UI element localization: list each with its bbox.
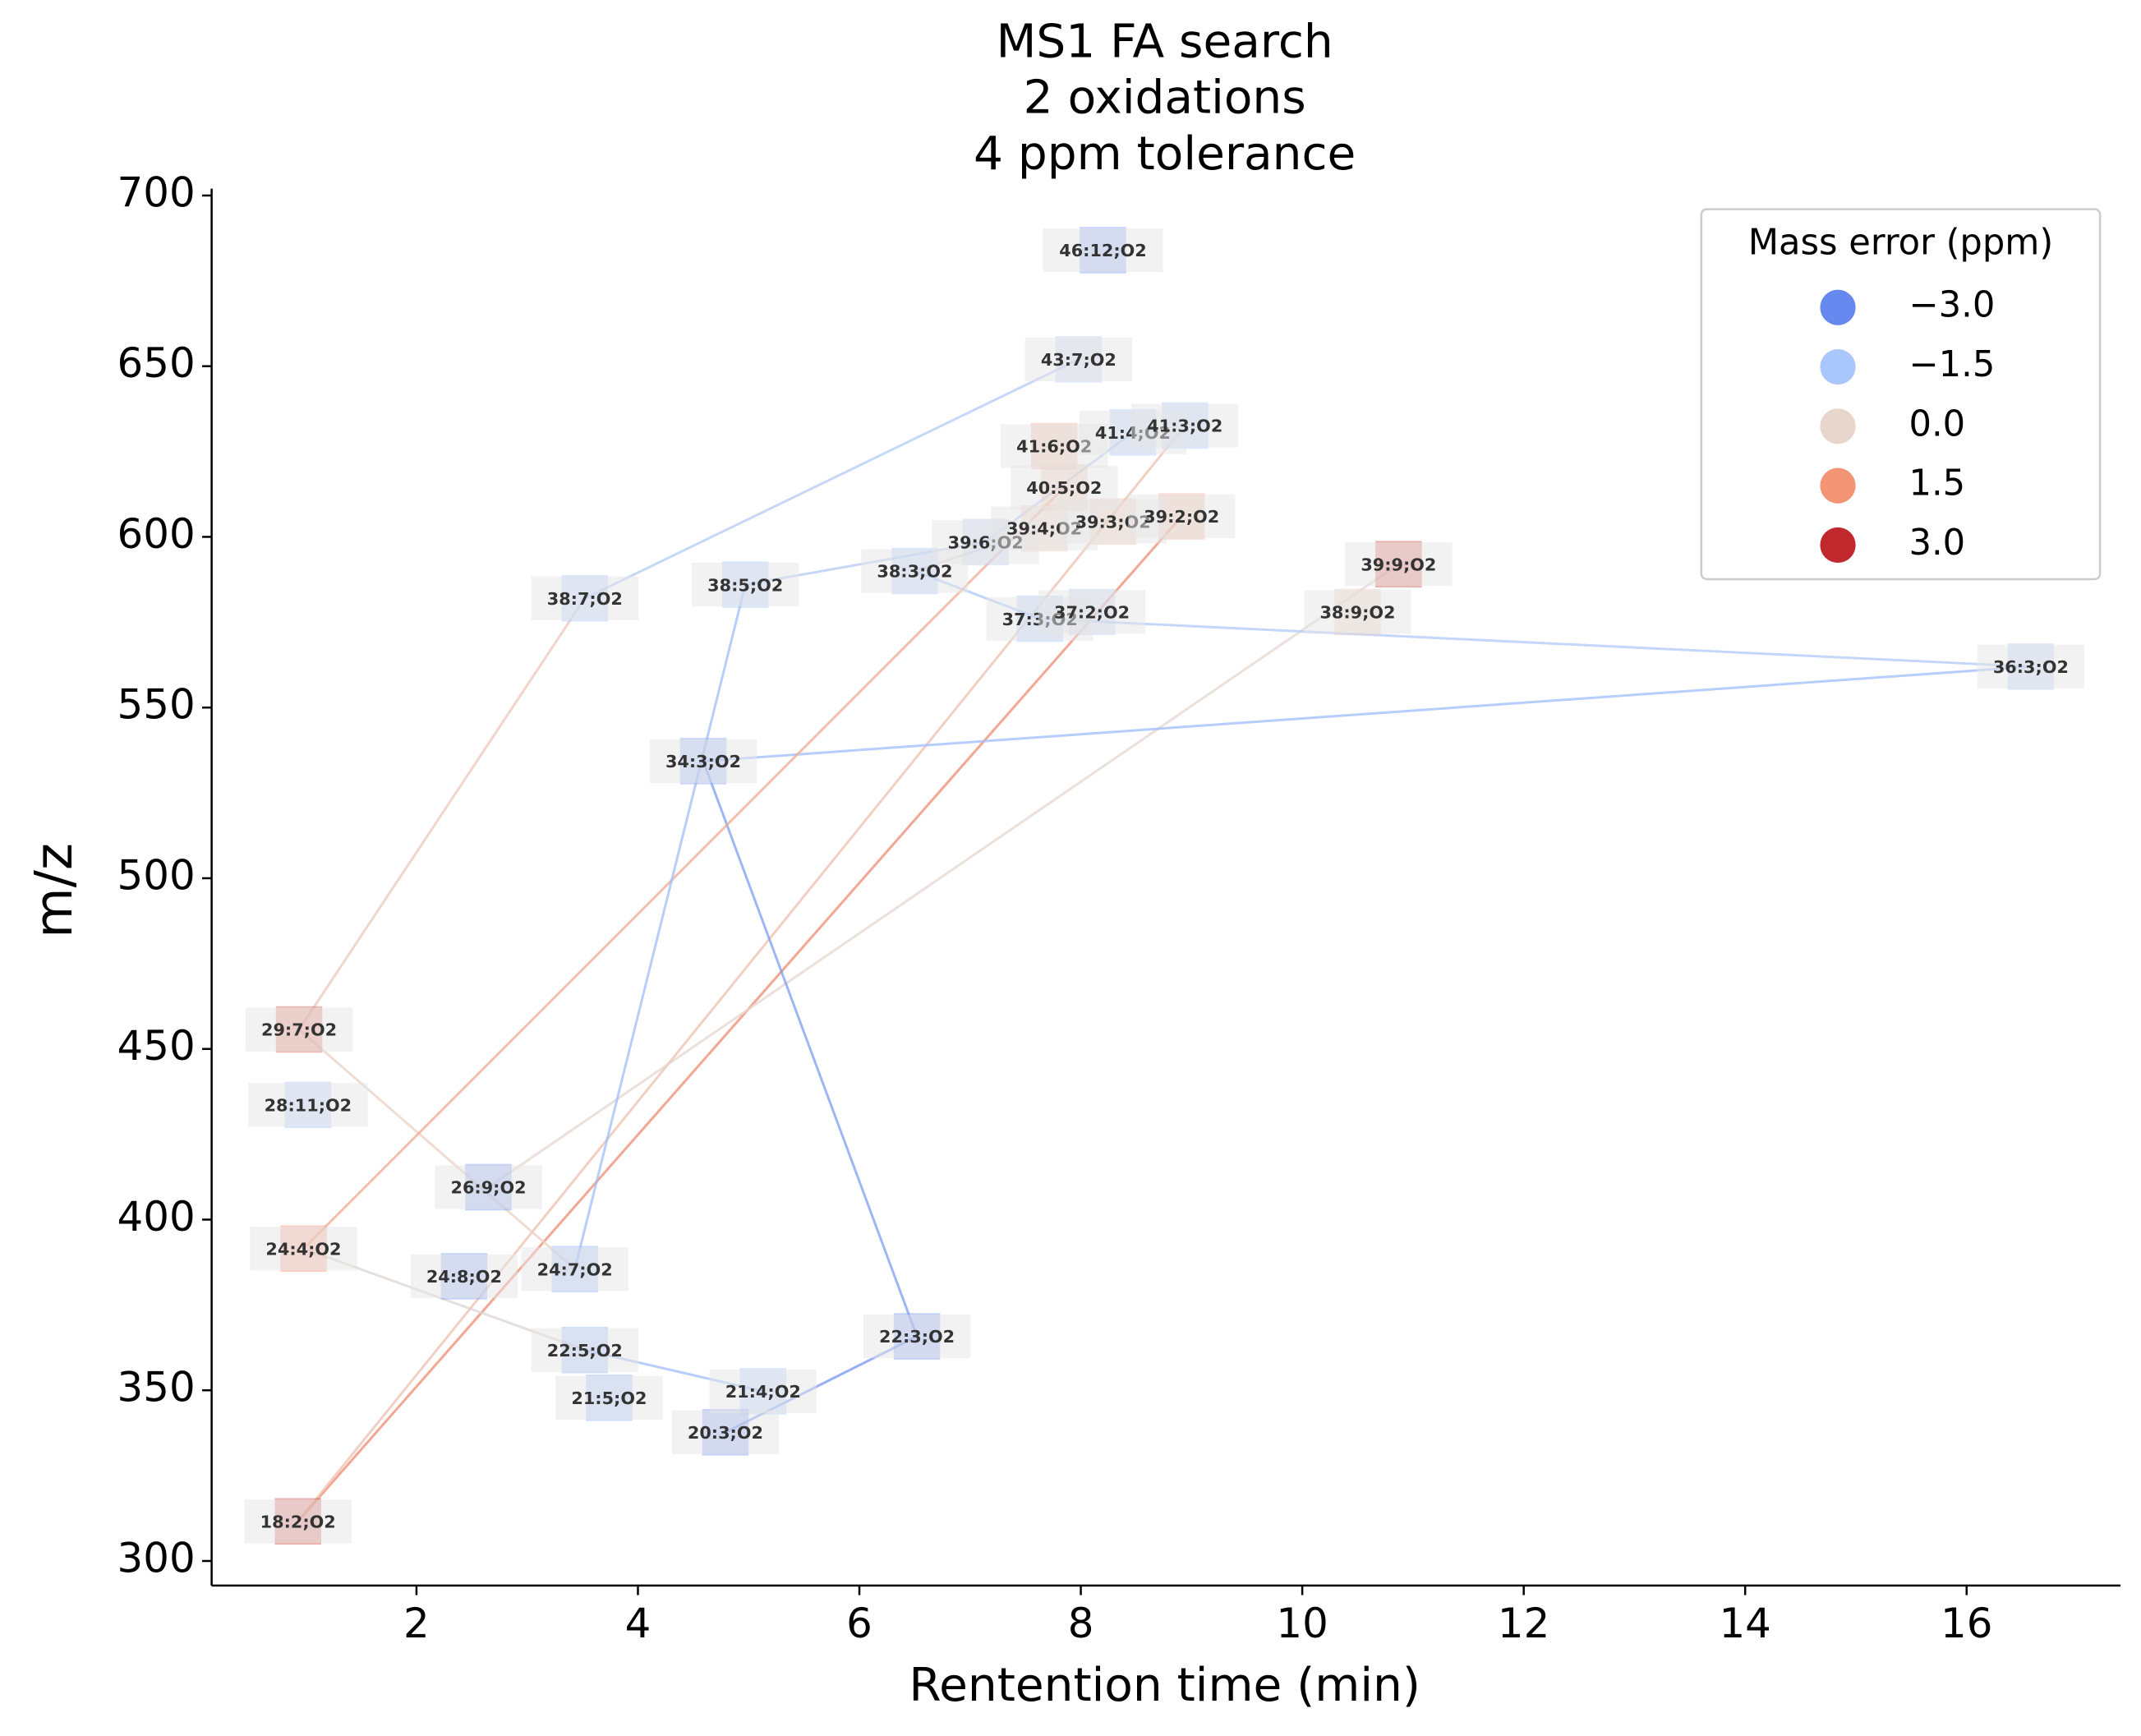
point-label-box <box>410 1254 518 1299</box>
point-label: 20:3;O2 <box>688 1423 763 1443</box>
legend-marker <box>1820 408 1856 444</box>
legend-marker <box>1820 289 1856 325</box>
point-label: 26:9;O2 <box>451 1178 527 1198</box>
point-label-box <box>1345 542 1453 587</box>
point-label: 39:2;O2 <box>1144 507 1219 527</box>
point-label-box <box>1128 494 1236 539</box>
link-line <box>1039 617 2031 668</box>
point-label: 22:5;O2 <box>547 1341 623 1361</box>
link-line <box>297 597 587 1030</box>
point-label: 39:9;O2 <box>1361 555 1436 574</box>
x-axis-label: Rentention time (min) <box>909 1659 1420 1712</box>
point-label-box <box>555 1375 663 1420</box>
x-tick-label: 16 <box>1941 1600 1992 1647</box>
legend-label: 0.0 <box>1908 403 1965 444</box>
x-tick-label: 4 <box>625 1600 652 1647</box>
point-label-box <box>250 1227 357 1271</box>
point-label-box <box>692 563 799 607</box>
point-label: 21:5;O2 <box>571 1388 647 1408</box>
point-label-box <box>245 1007 353 1052</box>
point-label: 38:7;O2 <box>547 589 623 609</box>
point-label-box <box>531 1328 638 1372</box>
point-label-box <box>1043 228 1163 273</box>
x-tick-label: 2 <box>403 1600 430 1647</box>
legend-label: −3.0 <box>1908 285 1995 326</box>
x-tick-label: 6 <box>846 1600 873 1647</box>
legend-box <box>1700 208 2102 581</box>
point-label: 34:3;O2 <box>665 752 741 771</box>
point-label-box <box>1038 590 1146 634</box>
point-label: 22:3;O2 <box>879 1327 955 1347</box>
link-line <box>702 665 2032 762</box>
point-label: 24:7;O2 <box>537 1259 613 1279</box>
y-tick-label: 450 <box>117 1022 196 1070</box>
point-label: 40:5;O2 <box>1026 478 1102 498</box>
y-tick-label: 550 <box>117 681 196 729</box>
legend-marker <box>1820 348 1856 385</box>
point-label-box <box>521 1247 628 1292</box>
x-tick-label: 8 <box>1068 1600 1094 1647</box>
link-line <box>573 584 747 1270</box>
link-line <box>298 1028 576 1270</box>
point-label: 36:3;O2 <box>1993 657 2069 677</box>
y-tick-label: 350 <box>117 1364 196 1411</box>
y-tick-label: 600 <box>117 510 196 558</box>
point-label-box <box>244 1499 352 1544</box>
point-label: 41:3;O2 <box>1147 417 1222 436</box>
link-line <box>702 760 919 1338</box>
y-tick-label: 650 <box>117 339 196 387</box>
point-label: 38:5;O2 <box>707 575 783 595</box>
point-label-box <box>435 1165 542 1209</box>
x-tick-label: 10 <box>1276 1600 1328 1647</box>
point-label: 24:4;O2 <box>265 1239 341 1259</box>
point-label-box <box>1131 403 1239 448</box>
point-label: 24:8;O2 <box>426 1267 502 1287</box>
point-label-box <box>861 549 969 593</box>
point-label-box <box>649 739 757 784</box>
y-tick-label: 300 <box>117 1534 196 1582</box>
x-tick-label: 14 <box>1719 1600 1770 1647</box>
legend-label: −1.5 <box>1908 344 1995 385</box>
legend-label: 3.0 <box>1908 523 1965 564</box>
point-label-box <box>863 1314 971 1359</box>
point-label: 18:2;O2 <box>260 1512 336 1531</box>
y-axis-label: m/z <box>23 843 84 938</box>
chart-title: MS1 FA search 2 oxidations 4 ppm tolerance <box>974 15 1356 180</box>
legend-marker <box>1820 527 1856 564</box>
y-tick-label: 400 <box>117 1193 196 1241</box>
point-label: 38:3;O2 <box>877 562 952 582</box>
point-label: 46:12;O2 <box>1059 241 1147 260</box>
point-label-box <box>1304 590 1411 634</box>
point-label-box <box>248 1083 368 1127</box>
point-label-box <box>1024 337 1133 382</box>
legend-title: Mass error (ppm) <box>1748 222 2053 263</box>
link-line <box>487 563 1400 1189</box>
point-label: 37:2;O2 <box>1054 603 1130 623</box>
point-label-box <box>1977 644 2085 688</box>
link-line <box>297 515 1183 1522</box>
point-label: 43:7;O2 <box>1041 350 1117 370</box>
point-label: 38:9;O2 <box>1319 603 1395 623</box>
point-label: 29:7;O2 <box>261 1020 337 1040</box>
point-label: 21:4;O2 <box>725 1382 801 1402</box>
legend-label: 1.5 <box>1908 463 1965 504</box>
x-tick-label: 12 <box>1498 1600 1549 1647</box>
link-line <box>584 358 1080 600</box>
point-label-box <box>531 576 638 620</box>
link-line <box>302 486 1066 1250</box>
legend-marker <box>1820 467 1856 504</box>
point-label: 28:11;O2 <box>265 1096 352 1116</box>
point-label-box <box>709 1369 817 1414</box>
y-tick-label: 700 <box>117 168 196 216</box>
point-label-box <box>671 1410 780 1454</box>
y-tick-label: 500 <box>117 851 196 899</box>
